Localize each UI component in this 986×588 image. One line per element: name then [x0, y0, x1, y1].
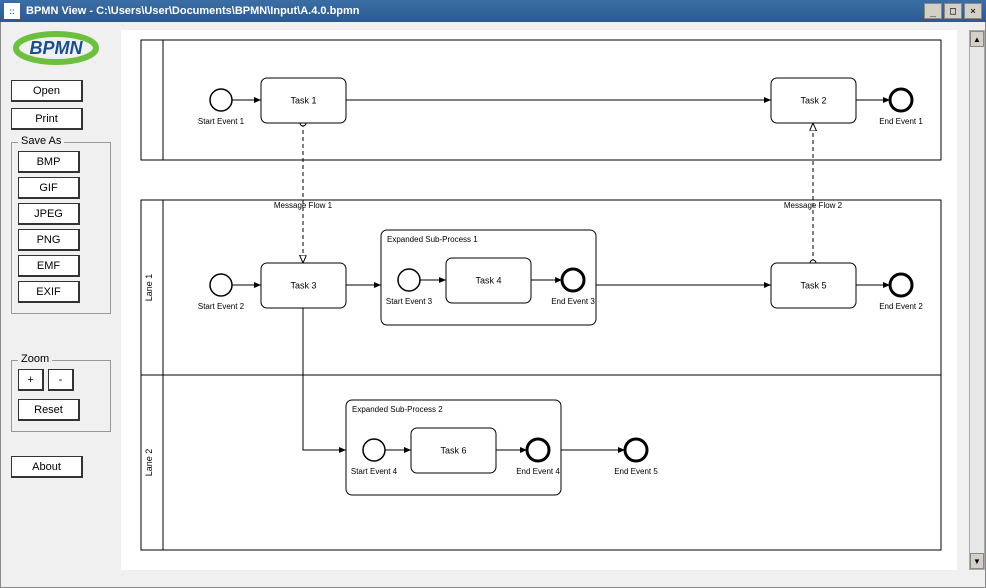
- bpmn-diagram: PoolLane 1Lane 2Expanded Sub-Process 1Ex…: [121, 30, 957, 570]
- saveas-group: Save As BMP GIF JPEG PNG EMF EXIF: [11, 142, 111, 314]
- logo: BPMN: [11, 30, 101, 66]
- svg-text:Message Flow 2: Message Flow 2: [784, 201, 843, 210]
- svg-text:Start Event 4: Start Event 4: [351, 467, 398, 476]
- svg-text:End Event 1: End Event 1: [879, 117, 923, 126]
- app-icon: ::: [4, 3, 20, 19]
- svg-text:End Event 5: End Event 5: [614, 467, 658, 476]
- svg-text:BPMN: BPMN: [30, 38, 84, 58]
- svg-text:Start Event 1: Start Event 1: [198, 117, 245, 126]
- svg-text:Task 2: Task 2: [800, 96, 826, 106]
- svg-text:Start Event 3: Start Event 3: [386, 297, 433, 306]
- save-gif-button[interactable]: GIF: [18, 177, 80, 199]
- svg-text:Start Event 2: Start Event 2: [198, 302, 245, 311]
- zoom-out-button[interactable]: -: [48, 369, 74, 391]
- about-button[interactable]: About: [11, 456, 83, 478]
- print-button[interactable]: Print: [11, 108, 83, 130]
- canvas-wrap: PoolLane 1Lane 2Expanded Sub-Process 1Ex…: [121, 22, 985, 587]
- zoom-reset-button[interactable]: Reset: [18, 399, 80, 421]
- diagram-canvas[interactable]: PoolLane 1Lane 2Expanded Sub-Process 1Ex…: [121, 30, 957, 570]
- save-bmp-button[interactable]: BMP: [18, 151, 80, 173]
- vertical-scrollbar[interactable]: ▲ ▼: [969, 30, 985, 570]
- saveas-legend: Save As: [18, 135, 64, 147]
- scroll-up-button[interactable]: ▲: [970, 31, 984, 47]
- save-exif-button[interactable]: EXIF: [18, 281, 80, 303]
- sidebar: BPMN Open Print Save As BMP GIF JPEG PNG…: [1, 22, 121, 587]
- save-emf-button[interactable]: EMF: [18, 255, 80, 277]
- window-title: BPMN View - C:\Users\User\Documents\BPMN…: [26, 5, 922, 17]
- zoom-group: Zoom + - Reset: [11, 360, 111, 432]
- scroll-track[interactable]: [970, 47, 984, 553]
- minimize-button[interactable]: _: [924, 3, 942, 19]
- maximize-button[interactable]: □: [944, 3, 962, 19]
- svg-text:Task 6: Task 6: [440, 446, 466, 456]
- svg-text:Message Flow 1: Message Flow 1: [274, 201, 333, 210]
- scroll-down-button[interactable]: ▼: [970, 553, 984, 569]
- svg-text:End Event 2: End Event 2: [879, 302, 923, 311]
- zoom-legend: Zoom: [18, 353, 52, 365]
- titlebar: :: BPMN View - C:\Users\User\Documents\B…: [0, 0, 986, 22]
- svg-text:Lane 1: Lane 1: [144, 274, 154, 302]
- client-area: BPMN Open Print Save As BMP GIF JPEG PNG…: [0, 22, 986, 588]
- svg-text:Expanded Sub-Process 2: Expanded Sub-Process 2: [352, 405, 443, 414]
- zoom-in-button[interactable]: +: [18, 369, 44, 391]
- svg-text:Task 3: Task 3: [290, 281, 316, 291]
- svg-text:Expanded Sub-Process 1: Expanded Sub-Process 1: [387, 235, 478, 244]
- svg-text:Lane 2: Lane 2: [144, 449, 154, 477]
- svg-text:Task 5: Task 5: [800, 281, 826, 291]
- svg-text:End Event 3: End Event 3: [551, 297, 595, 306]
- save-png-button[interactable]: PNG: [18, 229, 80, 251]
- open-button[interactable]: Open: [11, 80, 83, 102]
- save-jpeg-button[interactable]: JPEG: [18, 203, 80, 225]
- svg-text:Task 4: Task 4: [475, 276, 501, 286]
- svg-text:Task 1: Task 1: [290, 96, 316, 106]
- close-button[interactable]: ×: [964, 3, 982, 19]
- svg-text:End Event 4: End Event 4: [516, 467, 560, 476]
